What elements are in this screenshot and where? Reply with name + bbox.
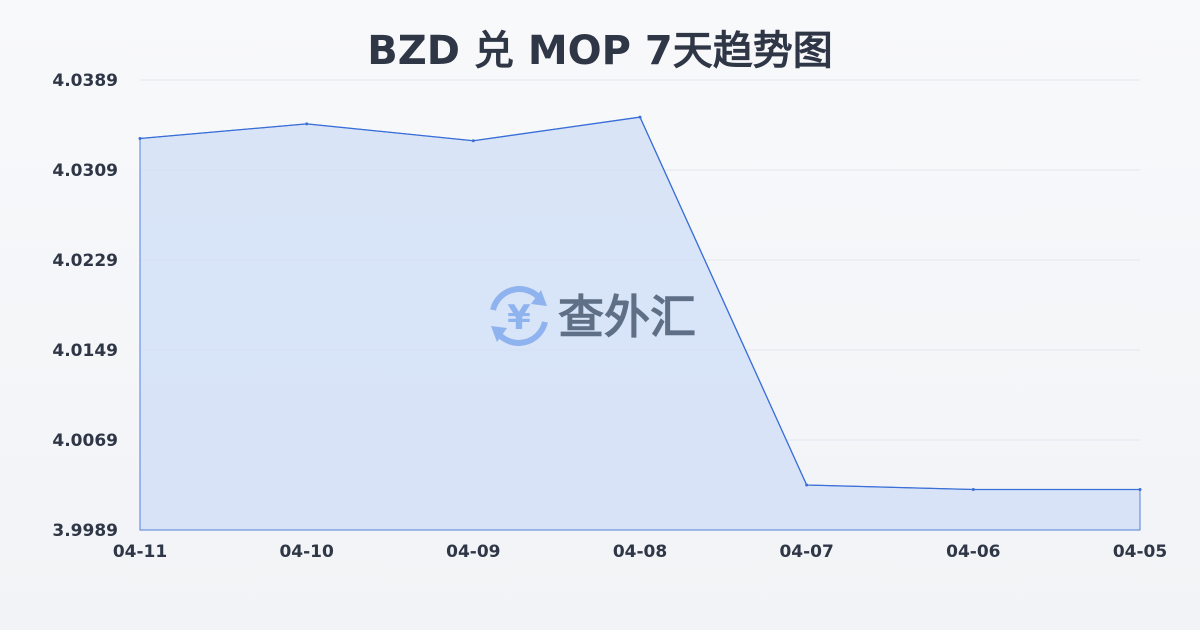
chart-title: BZD 兑 MOP 7天趋势图	[367, 28, 833, 74]
y-tick-label: 4.0389	[52, 71, 118, 91]
data-point	[138, 137, 142, 140]
x-tick-label: 04-06	[946, 542, 1000, 562]
y-tick-label: 4.0229	[52, 251, 118, 271]
yen-exchange-icon: ¥	[490, 286, 548, 346]
x-tick-label: 04-09	[446, 542, 500, 562]
y-tick-label: 4.0069	[52, 431, 118, 451]
x-tick-label: 04-05	[1113, 542, 1167, 562]
svg-text:¥: ¥	[507, 298, 531, 338]
data-point	[638, 115, 642, 119]
data-point	[471, 139, 475, 143]
x-tick-label: 04-07	[779, 542, 833, 562]
y-tick-label: 4.0309	[52, 161, 118, 181]
y-tick-label: 4.0149	[52, 341, 118, 361]
watermark: ¥ 查外汇	[490, 286, 696, 346]
data-point	[805, 483, 809, 487]
x-tick-label: 04-10	[279, 542, 334, 562]
x-tick-label: 04-11	[113, 542, 167, 562]
watermark-text: 查外汇	[558, 290, 696, 344]
data-point	[305, 122, 309, 126]
x-tick-label: 04-08	[613, 542, 667, 562]
data-point	[971, 488, 975, 491]
data-point	[1138, 488, 1142, 491]
y-tick-label: 3.9989	[52, 521, 118, 541]
